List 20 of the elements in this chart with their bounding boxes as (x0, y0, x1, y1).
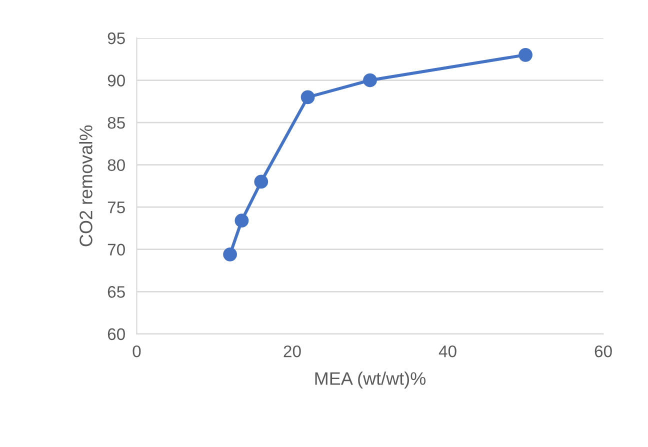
y-tick-label: 80 (108, 159, 125, 172)
point (234, 214, 249, 228)
y-tick-label: 60 (108, 328, 125, 340)
x-tick-label: 40 (438, 345, 456, 358)
y-tick-label: 85 (108, 116, 125, 129)
point (300, 90, 315, 104)
x-tick-label: 20 (284, 345, 301, 358)
point (254, 174, 268, 189)
x-axis-title: MEA (wt/wt)% (315, 372, 426, 388)
y-tick-label: 75 (108, 202, 125, 214)
point (363, 73, 377, 88)
y-tick-label: 65 (108, 286, 125, 298)
x-tick-label: 0 (132, 345, 141, 358)
point (518, 48, 532, 62)
y-axis-title: CO2 removal% (79, 125, 92, 246)
y-tick-label: 70 (108, 244, 125, 256)
point (223, 247, 237, 262)
y-tick-label: 95 (108, 32, 125, 44)
y-tick-label: 90 (108, 74, 125, 86)
x-tick-label: 60 (594, 345, 612, 358)
